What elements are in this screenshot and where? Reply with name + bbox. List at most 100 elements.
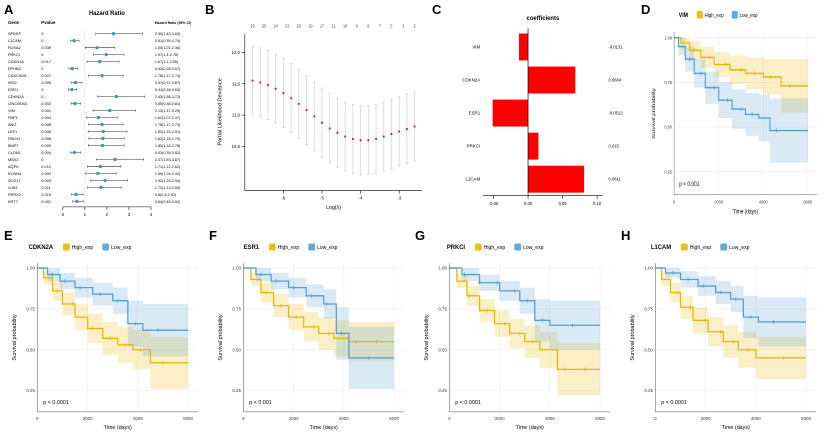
svg-text:0.002: 0.002 (41, 171, 51, 176)
svg-text:2.13(1.37-3.29): 2.13(1.37-3.29) (155, 109, 181, 113)
svg-text:0.004: 0.004 (41, 150, 52, 155)
svg-text:17: 17 (320, 23, 324, 28)
svg-text:0.64(0.45-0.92): 0.64(0.45-0.92) (155, 200, 181, 204)
svg-text:Time (days): Time (days) (104, 425, 132, 431)
svg-text:High_exp: High_exp (690, 245, 712, 251)
svg-text:0.0811: 0.0811 (609, 177, 622, 182)
svg-text:23: 23 (285, 23, 290, 28)
svg-text:19: 19 (308, 23, 313, 28)
svg-text:High_exp: High_exp (484, 245, 506, 251)
svg-text:VIM: VIM (679, 13, 688, 20)
svg-text:CDKN2A: CDKN2A (8, 94, 24, 99)
svg-text:6000: 6000 (183, 416, 193, 421)
svg-text:PRKCI: PRKCI (447, 245, 466, 251)
svg-text:ANG: ANG (8, 122, 16, 127)
svg-text:PRKCI: PRKCI (467, 144, 480, 149)
svg-text:BMP7: BMP7 (8, 143, 19, 148)
svg-text:0.0684: 0.0684 (609, 77, 622, 82)
svg-text:4000: 4000 (339, 416, 349, 421)
svg-text:0: 0 (41, 157, 44, 162)
svg-text:ESR1: ESR1 (244, 245, 260, 251)
svg-text:4000: 4000 (751, 416, 761, 421)
svg-text:-4: -4 (359, 196, 363, 201)
svg-text:L1CAM: L1CAM (465, 177, 480, 182)
svg-text:0.012: 0.012 (41, 164, 51, 169)
svg-text:GJB1: GJB1 (8, 185, 19, 190)
svg-text:0: 0 (36, 416, 39, 421)
svg-text:11: 11 (332, 23, 336, 28)
coefficients-bar-chart: coefficients VIM -0.0131 CDKN2A 0.0684 ESR1 -0… (462, 16, 624, 206)
svg-text:Time (days): Time (days) (310, 425, 338, 431)
svg-text:3: 3 (402, 23, 405, 28)
svg-text:ESR1: ESR1 (8, 87, 19, 92)
svg-text:Low_exp: Low_exp (523, 245, 544, 251)
svg-text:2000: 2000 (495, 416, 505, 421)
svg-text:Low_exp: Low_exp (740, 13, 758, 20)
svg-text:L1CAM: L1CAM (8, 38, 21, 43)
svg-text:Hazard Ratio (95% CI): Hazard Ratio (95% CI) (155, 21, 192, 25)
svg-text:1.97(1.4-2.78): 1.97(1.4-2.78) (155, 53, 179, 57)
svg-text:High_exp: High_exp (705, 13, 724, 20)
svg-text:0.75: 0.75 (664, 80, 672, 86)
svg-text:0.51(0.35-0.74): 0.51(0.35-0.74) (155, 39, 181, 43)
svg-text:0.53(0.35-0.82): 0.53(0.35-0.82) (155, 151, 181, 155)
svg-text:6000: 6000 (595, 416, 605, 421)
svg-text:0.009: 0.009 (41, 143, 52, 148)
svg-text:0.75: 0.75 (232, 306, 241, 311)
svg-text:LEF1: LEF1 (8, 129, 18, 134)
svg-text:2.37(1.53-3.67): 2.37(1.53-3.67) (155, 158, 181, 162)
svg-text:0: 0 (673, 199, 676, 205)
svg-text:0.006: 0.006 (41, 136, 52, 141)
svg-text:0.25: 0.25 (644, 388, 653, 393)
svg-text:ESR1: ESR1 (469, 111, 481, 116)
svg-text:4000: 4000 (545, 416, 555, 421)
svg-text:0.004: 0.004 (41, 115, 52, 120)
svg-text:1.00: 1.00 (26, 266, 35, 271)
svg-text:L1CAM: L1CAM (651, 245, 671, 251)
svg-text:0: 0 (41, 52, 44, 57)
svg-text:0.75: 0.75 (438, 306, 447, 311)
svg-text:0.001: 0.001 (41, 108, 52, 113)
svg-text:High_exp: High_exp (278, 245, 300, 251)
svg-text:0.50: 0.50 (26, 347, 35, 352)
svg-text:CEACAM1: CEACAM1 (8, 73, 28, 78)
svg-text:0.009: 0.009 (41, 80, 52, 85)
svg-text:20: 20 (297, 23, 302, 28)
svg-text:-6: -6 (281, 196, 285, 201)
svg-text:1.62(1.07-2.47): 1.62(1.07-2.47) (155, 116, 181, 120)
svg-text:11.5: 11.5 (232, 81, 241, 86)
svg-text:-0.0512: -0.0512 (609, 111, 624, 116)
svg-text:0: 0 (448, 416, 451, 421)
svg-text:Survival probability: Survival probability (12, 314, 18, 360)
svg-text:0.25: 0.25 (664, 169, 672, 175)
svg-text:0.019: 0.019 (41, 192, 52, 197)
svg-text:0.039: 0.039 (41, 45, 52, 50)
svg-text:0.10: 0.10 (593, 201, 602, 206)
svg-text:2000: 2000 (83, 416, 93, 421)
svg-text:Low_exp: Low_exp (111, 245, 132, 251)
svg-text:2000: 2000 (701, 416, 711, 421)
svg-text:3: 3 (128, 212, 131, 217)
svg-text:p < 0.0001: p < 0.0001 (455, 400, 481, 406)
km-curve-l1cam: L1CAM High_exp Low_exp 0 2000 4000 6000 0.25 0.5… (630, 243, 817, 431)
svg-text:FBP1: FBP1 (8, 115, 19, 120)
panel-label-d: D (641, 2, 651, 17)
svg-text:1.92(1.25-2.94): 1.92(1.25-2.94) (155, 179, 181, 183)
svg-text:6000: 6000 (801, 416, 811, 421)
svg-text:IRS2: IRS2 (8, 80, 17, 85)
panel-label-e: E (4, 228, 13, 243)
svg-text:1.00: 1.00 (438, 266, 447, 271)
panel-label-g: G (415, 228, 426, 243)
panel-label-c: C (432, 2, 442, 17)
svg-text:p < 0.0001: p < 0.0001 (43, 400, 69, 406)
svg-text:11.0: 11.0 (232, 113, 241, 118)
svg-text:p < 0.001: p < 0.001 (679, 182, 699, 189)
svg-text:0: 0 (242, 416, 245, 421)
km-curve-vim: VIM High_exp Low_exp 0 2000 4000 6000 0.25 0.50 0… (651, 10, 817, 216)
svg-text:25: 25 (250, 23, 255, 28)
svg-text:0.50: 0.50 (644, 347, 653, 352)
svg-text:1.00: 1.00 (664, 35, 672, 41)
svg-text:0.007: 0.007 (41, 73, 51, 78)
svg-text:0: 0 (41, 66, 44, 71)
